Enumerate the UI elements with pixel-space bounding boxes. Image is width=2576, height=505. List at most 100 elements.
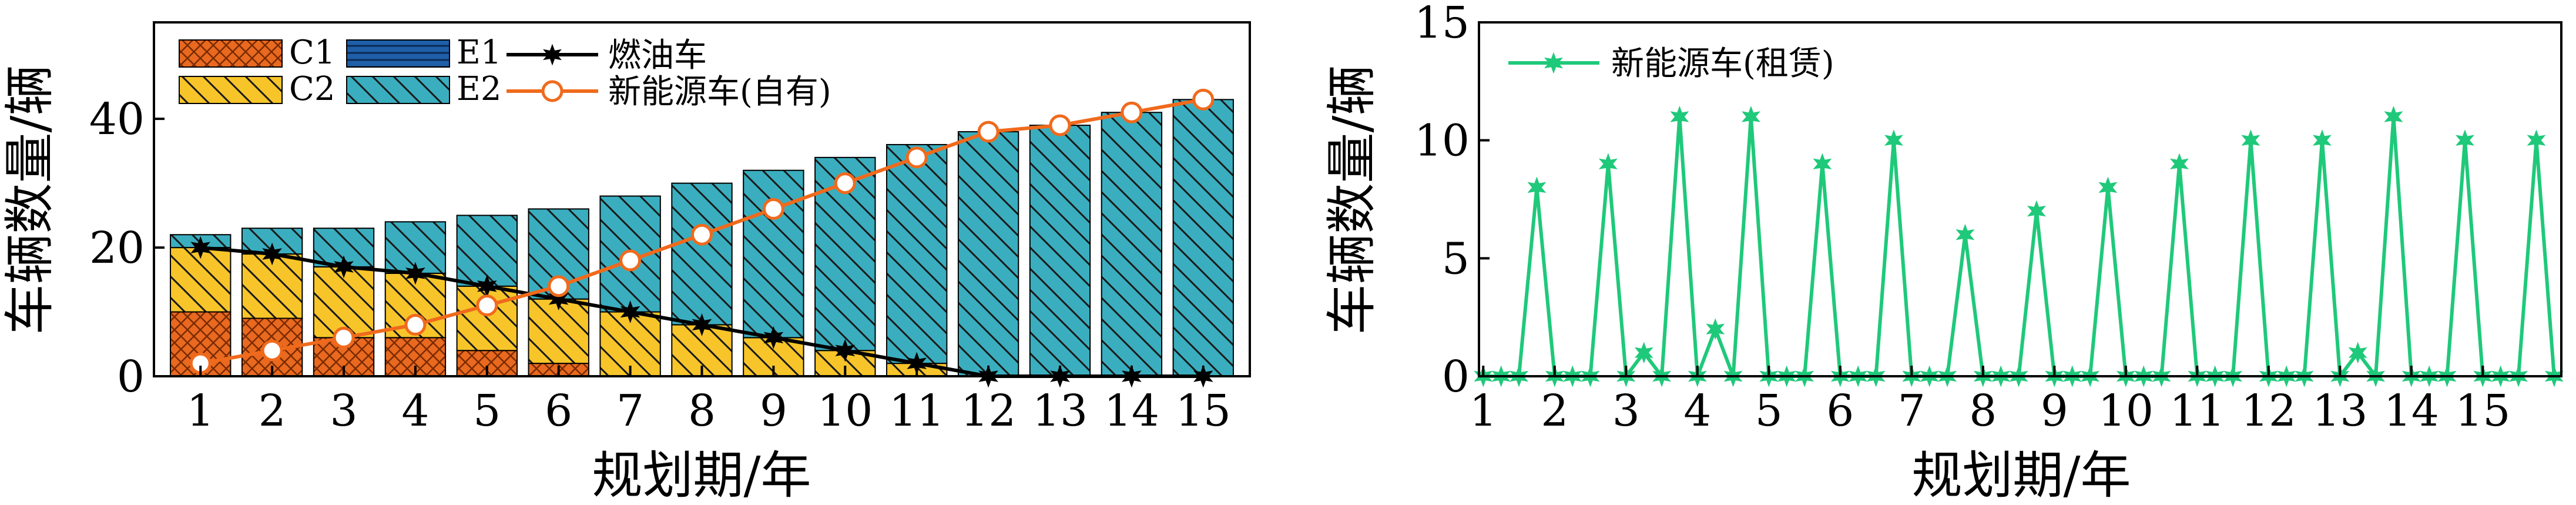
point-ev-leased bbox=[1884, 129, 1903, 152]
y-tick-label-left: 0 bbox=[117, 352, 145, 402]
x-tick-label-left: 9 bbox=[760, 386, 787, 436]
bar-e2-15-hatch bbox=[1172, 99, 1234, 377]
legend-label-ev-owned: 新能源车(自有) bbox=[608, 73, 831, 111]
point-ev-owned-14 bbox=[1121, 101, 1143, 123]
x-tick-label-left: 3 bbox=[330, 386, 357, 436]
x-tick-label-right: 15 bbox=[2455, 386, 2510, 436]
x-tick-label-right: 4 bbox=[1683, 386, 1711, 436]
point-ev-leased bbox=[1598, 153, 1618, 175]
y-tick-label-left: 40 bbox=[89, 94, 145, 145]
point-ev-owned-15 bbox=[1192, 88, 1215, 111]
x-tick-label-left: 5 bbox=[473, 386, 501, 436]
point-fuel-9 bbox=[763, 326, 784, 349]
x-tick-label-left: 12 bbox=[961, 386, 1016, 436]
legend-label-fuel: 燃油车 bbox=[608, 36, 707, 75]
x-tick-label-left: 10 bbox=[817, 386, 873, 436]
bar-c2-3-hatch bbox=[313, 266, 375, 339]
point-fuel-8 bbox=[692, 313, 712, 336]
x-tick-label-right: 1 bbox=[1470, 386, 1497, 436]
point-ev-owned-11 bbox=[905, 146, 928, 169]
legend-marker-ev-leased bbox=[1544, 52, 1563, 74]
point-ev-leased bbox=[2384, 106, 2403, 128]
x-axis-label-left: 规划期/年 bbox=[592, 446, 811, 505]
point-fuel-1 bbox=[190, 236, 211, 259]
point-ev-owned-7 bbox=[619, 249, 642, 272]
point-fuel-2 bbox=[262, 242, 282, 266]
legend-label-c2: C2 bbox=[289, 70, 335, 108]
legend-right: 新能源车(租赁) bbox=[1508, 45, 1834, 83]
legend-label-ev-leased: 新能源车(租赁) bbox=[1611, 45, 1834, 83]
point-ev-owned-13 bbox=[1049, 114, 1071, 136]
x-tick-label-right: 2 bbox=[1541, 386, 1568, 436]
y-tick-label-right: 15 bbox=[1414, 0, 1470, 48]
point-ev-leased bbox=[2527, 129, 2546, 152]
point-ev-leased bbox=[2241, 129, 2260, 152]
x-tick-label-right: 6 bbox=[1826, 386, 1854, 436]
point-ev-leased bbox=[1670, 106, 1689, 128]
legend-label-e1: E1 bbox=[457, 34, 502, 72]
point-fuel-7 bbox=[620, 300, 640, 323]
point-ev-leased bbox=[2169, 153, 2189, 175]
x-tick-label-right: 8 bbox=[1969, 386, 1997, 436]
legend-swatch-hatch-e2 bbox=[346, 76, 450, 104]
point-ev-leased bbox=[1706, 318, 1725, 340]
legend-marker-fuel bbox=[543, 44, 562, 66]
point-ev-owned-2 bbox=[261, 339, 283, 362]
point-fuel-3 bbox=[334, 255, 354, 279]
bar-e2-8-hatch bbox=[671, 182, 733, 326]
point-ev-leased bbox=[1956, 223, 1975, 246]
x-tick-label-left: 1 bbox=[187, 386, 214, 436]
point-ev-owned-3 bbox=[333, 326, 355, 349]
bar-e2-9-hatch bbox=[743, 169, 804, 339]
x-tick-label-left: 14 bbox=[1104, 386, 1159, 436]
bar-e2-13-hatch bbox=[1029, 125, 1091, 377]
x-tick-label-left: 2 bbox=[259, 386, 286, 436]
x-tick-label-left: 15 bbox=[1176, 386, 1231, 436]
x-tick-label-left: 11 bbox=[889, 386, 944, 436]
point-ev-leased bbox=[2098, 176, 2118, 199]
x-tick-label-left: 13 bbox=[1032, 386, 1088, 436]
point-ev-leased bbox=[1813, 153, 1832, 175]
x-tick-label-right: 10 bbox=[2098, 386, 2154, 436]
y-axis-label-left: 车辆数量/辆 bbox=[1, 65, 59, 335]
point-ev-leased bbox=[2027, 200, 2046, 222]
x-tick-label-left: 4 bbox=[401, 386, 429, 436]
bar-e2-14-hatch bbox=[1101, 112, 1163, 377]
point-fuel-4 bbox=[405, 262, 425, 285]
legend-label-e2: E2 bbox=[457, 70, 502, 108]
point-ev-owned-9 bbox=[762, 198, 784, 220]
point-ev-leased bbox=[1634, 342, 1653, 364]
bar-e2-5-hatch bbox=[456, 215, 518, 287]
point-ev-owned-5 bbox=[476, 295, 498, 317]
legend-marker-ev-owned bbox=[541, 80, 564, 102]
point-ev-leased bbox=[2348, 342, 2367, 364]
bar-e2-11-hatch bbox=[886, 143, 948, 364]
point-ev-leased bbox=[1527, 176, 1547, 199]
point-ev-owned-6 bbox=[548, 275, 570, 297]
x-tick-label-right: 5 bbox=[1755, 386, 1783, 436]
x-tick-label-right: 12 bbox=[2241, 386, 2296, 436]
point-ev-leased bbox=[2312, 129, 2332, 152]
x-tick-label-right: 9 bbox=[2041, 386, 2068, 436]
point-ev-owned-4 bbox=[404, 313, 427, 336]
point-ev-leased bbox=[1741, 106, 1760, 128]
x-tick-label-left: 7 bbox=[616, 386, 644, 436]
x-tick-label-left: 6 bbox=[545, 386, 572, 436]
point-ev-owned-8 bbox=[691, 223, 713, 246]
point-ev-owned-12 bbox=[977, 121, 999, 143]
legend-label-c1: C1 bbox=[289, 34, 335, 72]
point-ev-owned-10 bbox=[834, 172, 856, 195]
y-tick-label-left: 20 bbox=[89, 223, 145, 273]
y-tick-label-right: 10 bbox=[1414, 116, 1470, 166]
x-axis-label-right: 规划期/年 bbox=[1912, 446, 2131, 505]
y-tick-label-right: 5 bbox=[1442, 233, 1470, 284]
legend-swatch-hatch-c1 bbox=[179, 39, 283, 68]
legend-swatch-hatch-e1 bbox=[346, 39, 450, 68]
point-ev-leased bbox=[2455, 129, 2474, 152]
x-tick-label-right: 11 bbox=[2169, 386, 2225, 436]
point-fuel-10 bbox=[835, 339, 856, 362]
